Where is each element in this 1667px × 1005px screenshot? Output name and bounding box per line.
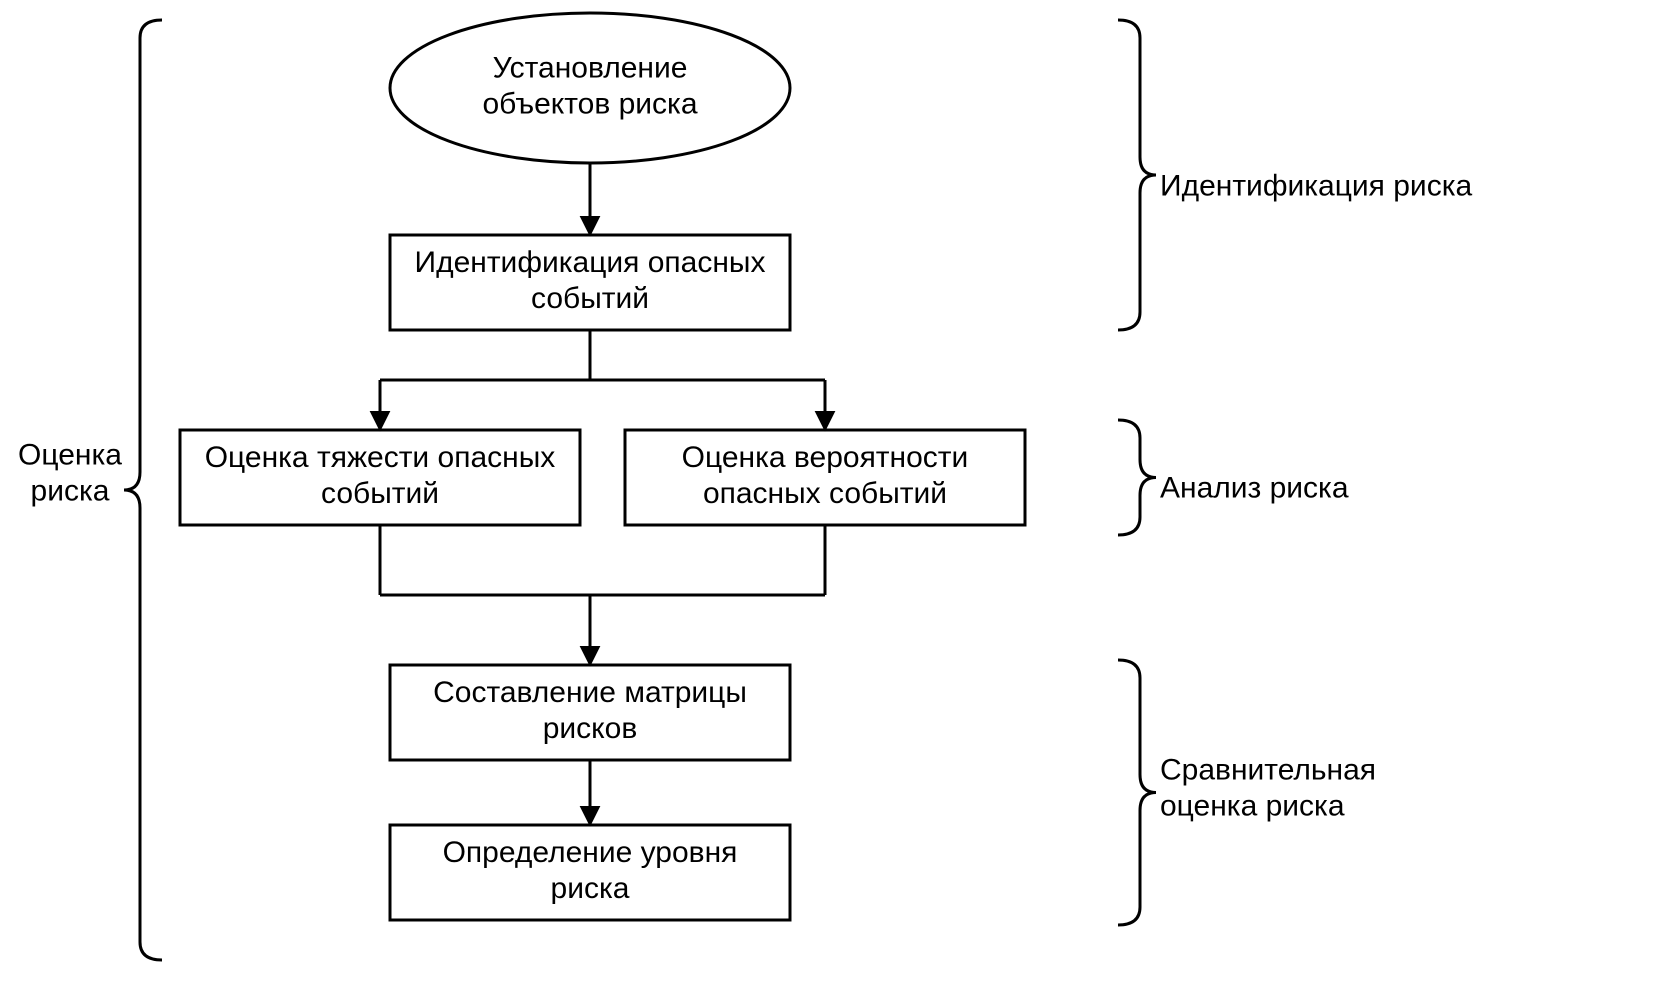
node-n2: Идентификация опасныхсобытий xyxy=(390,235,790,330)
svg-text:событий: событий xyxy=(531,282,649,315)
node-n1: Установлениеобъектов риска xyxy=(390,13,790,163)
svg-text:риска: риска xyxy=(31,475,110,508)
svg-text:Сравнительная: Сравнительная xyxy=(1160,754,1376,787)
node-n3: Оценка тяжести опасныхсобытий xyxy=(180,430,580,525)
risk-flowchart: Установлениеобъектов риска Идентификация … xyxy=(0,0,1667,1005)
svg-text:рисков: рисков xyxy=(543,712,638,745)
svg-text:Определение уровня: Определение уровня xyxy=(443,836,738,869)
svg-text:риска: риска xyxy=(551,872,630,905)
svg-text:объектов риска: объектов риска xyxy=(482,88,697,121)
svg-text:Оценка тяжести опасных: Оценка тяжести опасных xyxy=(205,441,556,474)
node-n4: Оценка вероятностиопасных событий xyxy=(625,430,1025,525)
node-n6: Определение уровняриска xyxy=(390,825,790,920)
svg-text:Составление матрицы: Составление матрицы xyxy=(433,676,747,709)
svg-text:опасных событий: опасных событий xyxy=(703,477,947,510)
svg-text:Оценка: Оценка xyxy=(18,439,122,472)
svg-text:Оценка вероятности: Оценка вероятности xyxy=(682,441,969,474)
svg-text:Анализ риска: Анализ риска xyxy=(1160,472,1349,505)
svg-text:событий: событий xyxy=(321,477,439,510)
node-n5: Составление матрицырисков xyxy=(390,665,790,760)
svg-text:Идентификация риска: Идентификация риска xyxy=(1160,170,1472,203)
svg-text:Идентификация опасных: Идентификация опасных xyxy=(415,246,766,279)
svg-text:Установление: Установление xyxy=(493,52,688,85)
svg-text:оценка риска: оценка риска xyxy=(1160,790,1345,823)
